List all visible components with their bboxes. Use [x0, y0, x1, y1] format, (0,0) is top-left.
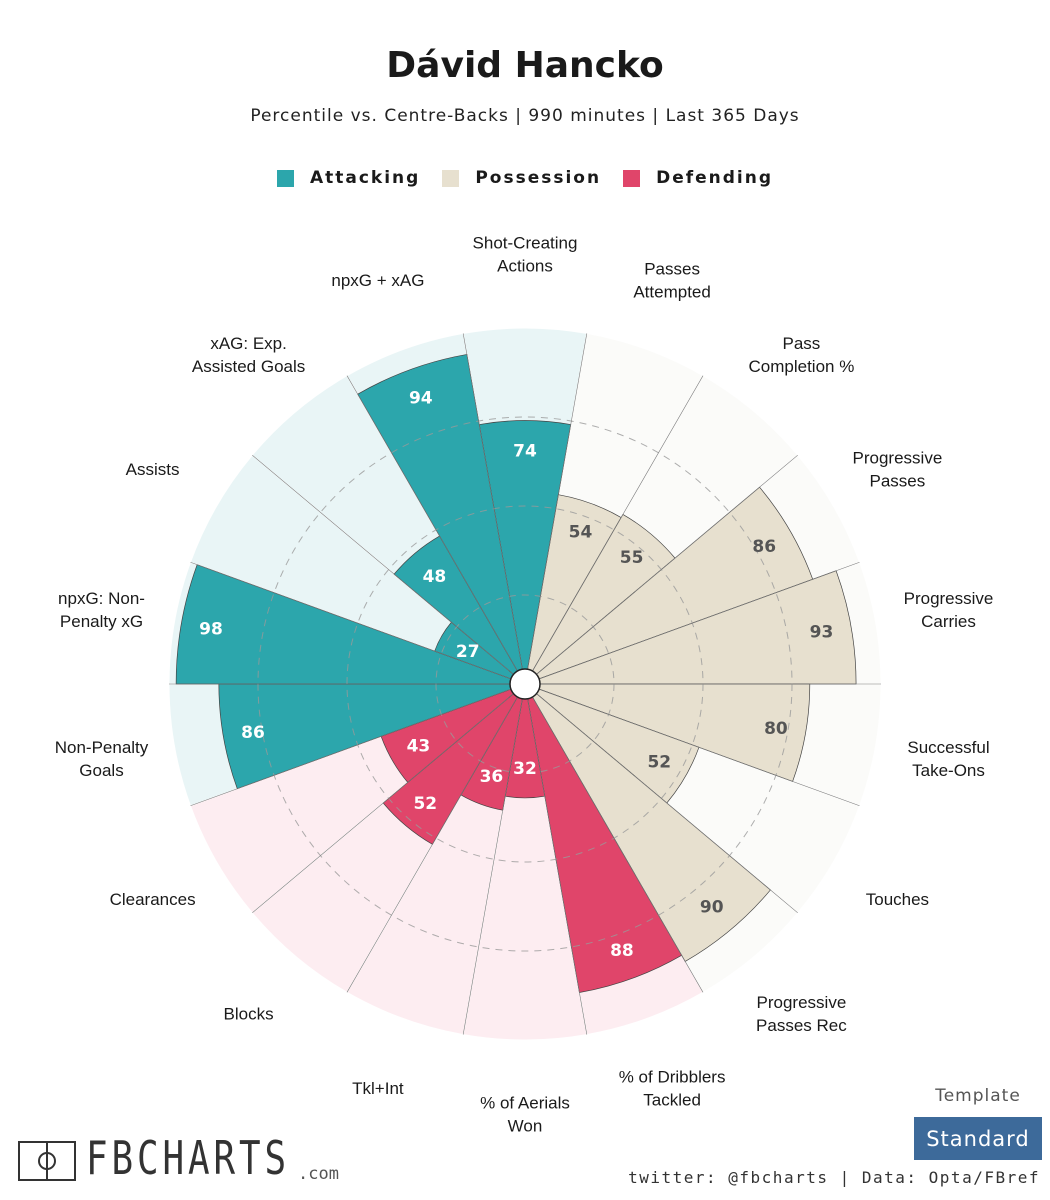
- value-label-pass-completion: 55: [620, 548, 644, 568]
- category-label-clearances: Clearances: [110, 890, 196, 909]
- category-label-touches: Touches: [866, 890, 929, 909]
- category-label-progressive-carries: Progressive Carries: [904, 589, 994, 631]
- spoke: [524, 683, 860, 807]
- value-label-npxg-non-penalty-xg: 98: [199, 620, 223, 640]
- legend-item-attacking: Attacking: [276, 168, 421, 188]
- brand-name: FBCHARTS: [86, 1131, 291, 1185]
- spoke: [524, 561, 860, 685]
- spoke: [346, 375, 526, 685]
- category-label-progressive-passes: Progressive Passes: [853, 449, 943, 491]
- chart-title: Dávid Hancko: [386, 45, 664, 86]
- spoke: [524, 454, 798, 685]
- category-labels: Shot-Creating Actions Passes Attempted Pass C…: [55, 234, 994, 1136]
- value-label-assists: 27: [456, 642, 480, 662]
- value-label-non-penalty-goals: 86: [241, 723, 265, 743]
- spoke: [252, 683, 526, 914]
- spoke: [524, 683, 704, 993]
- credit-text: twitter: @fbcharts | Data: Opta/FBref: [628, 1168, 1040, 1187]
- value-label-of-aerials-won: 32: [513, 759, 537, 779]
- template-badge: Standard: [914, 1117, 1042, 1160]
- center-hub: [509, 668, 541, 700]
- brand-domain: .com: [298, 1164, 339, 1184]
- spoke: [190, 561, 526, 685]
- bars: [175, 354, 857, 993]
- value-label-progressive-passes: 86: [752, 537, 776, 557]
- value-label-touches: 52: [647, 753, 671, 773]
- value-label-xag-exp-assisted-goals: 48: [423, 567, 447, 587]
- value-label-tkl-int: 36: [480, 767, 504, 787]
- category-label-npxg-xag: npxG + xAG: [331, 271, 424, 290]
- value-label-clearances: 43: [407, 737, 431, 757]
- category-label-tkl-int: Tkl+Int: [352, 1079, 404, 1098]
- value-label-passes-attempted: 54: [569, 523, 593, 543]
- spoke: [524, 683, 588, 1035]
- spoke: [462, 333, 526, 685]
- grid: [169, 333, 881, 1035]
- legend-swatch-attacking: [276, 169, 294, 187]
- spoke: [252, 454, 526, 685]
- category-label-blocks: Blocks: [224, 1004, 274, 1023]
- legend: Attacking Possession Defending: [0, 168, 1050, 188]
- value-label-of-dribblers-tackled: 88: [610, 941, 634, 961]
- value-label-progressive-carries: 93: [810, 623, 834, 643]
- category-label-pass-completion: Pass Completion %: [748, 334, 854, 376]
- category-label-xag-exp-assisted-goals: xAG: Exp. Assisted Goals: [192, 334, 305, 376]
- value-label-shot-creating-actions: 74: [513, 442, 537, 462]
- spoke: [190, 683, 526, 807]
- category-label-progressive-passes-rec: Progressive Passes Rec: [756, 993, 847, 1035]
- value-label-progressive-passes-rec: 90: [700, 898, 724, 918]
- category-label-npxg-non-penalty-xg: npxG: Non-Penalty xG: [58, 589, 145, 631]
- spoke: [524, 375, 704, 685]
- legend-label-attacking: Attacking: [309, 168, 421, 188]
- category-label-non-penalty-goals: Non-Penalty Goals: [55, 738, 149, 780]
- brand-logo: FBCHARTS .com: [18, 1131, 348, 1185]
- category-label-assists: Assists: [126, 460, 180, 479]
- value-label-successful-take-ons: 80: [764, 719, 788, 739]
- pitch-icon: [18, 1141, 76, 1181]
- value-label-npxg-xag: 94: [409, 389, 433, 409]
- spoke: [462, 683, 526, 1035]
- category-label-successful-take-ons: Successful Take-Ons: [907, 738, 989, 780]
- category-label-shot-creating-actions: Shot-Creating Actions: [473, 234, 578, 276]
- legend-swatch-possession: [442, 169, 460, 187]
- legend-label-possession: Possession: [475, 168, 602, 188]
- chart-subtitle: Percentile vs. Centre-Backs | 990 minute…: [250, 106, 800, 126]
- legend-label-defending: Defending: [656, 168, 774, 188]
- value-labels: 74 54 55 86 93 80 52 90 88 32 36 52 43 86 98 27 48 94: [199, 389, 833, 962]
- legend-swatch-defending: [623, 169, 641, 187]
- category-label-of-aerials-won: % of Aerials Won: [480, 1094, 570, 1136]
- spoke: [346, 683, 526, 993]
- spoke: [524, 683, 798, 914]
- category-label-of-dribblers-tackled: % of Dribblers Tackled: [619, 1068, 726, 1110]
- template-label: Template: [935, 1086, 1021, 1106]
- spoke: [524, 333, 588, 685]
- legend-item-defending: Defending: [623, 168, 773, 188]
- category-label-passes-attempted: Passes Attempted: [633, 259, 711, 301]
- value-label-blocks: 52: [413, 794, 437, 814]
- legend-item-possession: Possession: [442, 168, 601, 188]
